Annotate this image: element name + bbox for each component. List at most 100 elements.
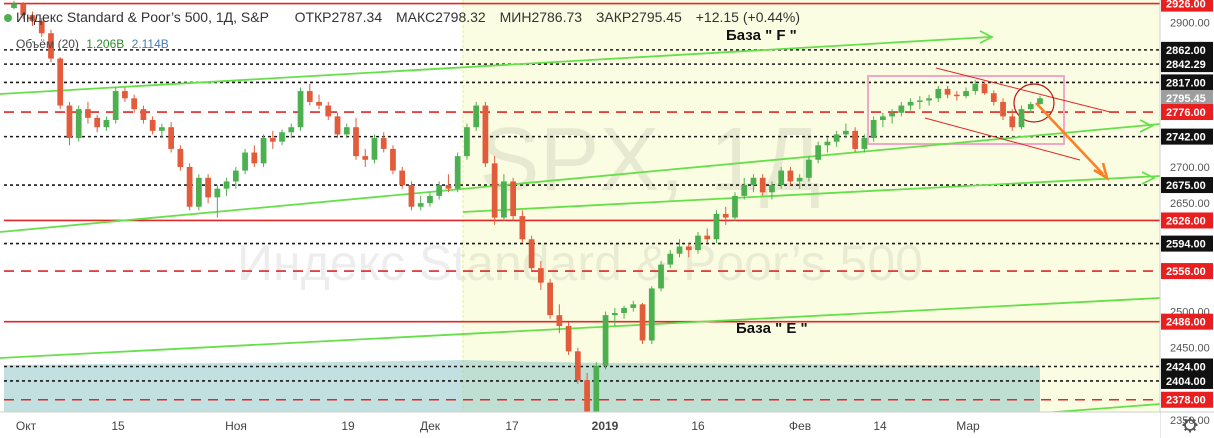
candle[interactable] — [205, 174, 211, 204]
candle[interactable] — [436, 181, 443, 200]
candle[interactable] — [926, 94, 932, 106]
candle[interactable] — [806, 156, 812, 182]
candle[interactable] — [85, 101, 91, 124]
candle[interactable] — [288, 123, 295, 139]
candle[interactable] — [574, 347, 581, 384]
candle[interactable] — [815, 141, 822, 164]
candle[interactable] — [195, 174, 202, 211]
candle[interactable] — [972, 80, 979, 95]
candle[interactable] — [824, 138, 831, 153]
candle[interactable] — [223, 177, 230, 196]
candle[interactable] — [473, 101, 480, 131]
candle[interactable] — [122, 87, 128, 102]
candle[interactable] — [963, 87, 969, 99]
candle[interactable] — [898, 101, 905, 117]
legend-title[interactable]: Индекс Standard & Poor’s 500 — [16, 9, 209, 25]
candle[interactable] — [732, 192, 738, 222]
candle[interactable] — [658, 260, 664, 292]
candle[interactable] — [787, 166, 794, 186]
candle[interactable] — [741, 177, 748, 200]
candle[interactable] — [131, 94, 138, 113]
candle[interactable] — [722, 206, 729, 225]
candle[interactable] — [907, 98, 914, 111]
candle[interactable] — [916, 96, 923, 110]
candle[interactable] — [306, 83, 313, 106]
candle[interactable] — [537, 260, 544, 290]
candle[interactable] — [510, 177, 517, 222]
candle[interactable] — [528, 235, 535, 272]
candle[interactable] — [380, 132, 387, 153]
candle[interactable] — [713, 210, 720, 243]
volume-label[interactable]: Объём (20) — [16, 37, 79, 51]
candle[interactable] — [953, 91, 960, 101]
candle[interactable] — [177, 145, 184, 171]
candle[interactable] — [602, 311, 609, 370]
candle[interactable] — [879, 112, 886, 128]
candle[interactable] — [371, 134, 378, 164]
candle[interactable] — [362, 148, 369, 167]
candle[interactable] — [325, 101, 332, 120]
candle[interactable] — [103, 116, 110, 131]
candle[interactable] — [168, 122, 175, 153]
candle[interactable] — [639, 302, 646, 345]
candle[interactable] — [112, 87, 119, 124]
candle[interactable] — [611, 307, 618, 327]
candle[interactable] — [417, 195, 424, 211]
candle[interactable] — [75, 105, 82, 142]
candle[interactable] — [399, 166, 406, 189]
candle[interactable] — [57, 57, 64, 110]
candle[interactable] — [20, 2, 27, 19]
candle[interactable] — [695, 232, 701, 254]
candle[interactable] — [778, 166, 785, 189]
candle[interactable] — [1000, 98, 1006, 120]
candle[interactable] — [1037, 96, 1043, 105]
candle[interactable] — [621, 305, 627, 319]
candle[interactable] — [852, 127, 859, 153]
candle[interactable] — [870, 116, 877, 142]
candle[interactable] — [38, 18, 45, 37]
candle[interactable] — [11, 0, 17, 10]
candle[interactable] — [519, 210, 526, 243]
candle[interactable] — [759, 174, 766, 196]
candle[interactable] — [66, 101, 73, 146]
candle[interactable] — [316, 94, 322, 110]
candle[interactable] — [214, 185, 221, 218]
candle[interactable] — [149, 116, 156, 135]
candle[interactable] — [565, 322, 572, 355]
candle[interactable] — [833, 130, 840, 147]
candle[interactable] — [547, 279, 553, 319]
candle[interactable] — [769, 181, 775, 200]
candle[interactable] — [48, 29, 54, 63]
candle[interactable] — [269, 130, 276, 149]
candle[interactable] — [445, 174, 452, 193]
candle[interactable] — [750, 174, 757, 193]
candle[interactable] — [140, 105, 147, 124]
candle[interactable] — [491, 156, 498, 225]
candle[interactable] — [94, 114, 101, 133]
candle[interactable] — [29, 11, 36, 27]
candle[interactable] — [667, 250, 674, 269]
candle[interactable] — [1018, 105, 1025, 130]
candle[interactable] — [390, 145, 396, 175]
time-axis[interactable] — [0, 412, 1160, 438]
legend-interval[interactable]: 1Д — [215, 9, 234, 25]
candle[interactable] — [648, 286, 655, 345]
candle[interactable] — [454, 152, 461, 193]
candle[interactable] — [1009, 109, 1016, 131]
candle[interactable] — [242, 148, 248, 175]
candle[interactable] — [251, 145, 258, 167]
candle[interactable] — [796, 174, 803, 189]
candle[interactable] — [501, 174, 507, 222]
candle[interactable] — [861, 134, 868, 153]
candle[interactable] — [297, 87, 304, 131]
candle[interactable] — [408, 181, 415, 211]
candle[interactable] — [260, 134, 267, 167]
candle[interactable] — [843, 123, 849, 139]
candle[interactable] — [990, 90, 997, 106]
candle[interactable] — [944, 86, 951, 99]
candle[interactable] — [464, 123, 470, 160]
candle[interactable] — [630, 300, 637, 312]
candle[interactable] — [704, 228, 711, 243]
